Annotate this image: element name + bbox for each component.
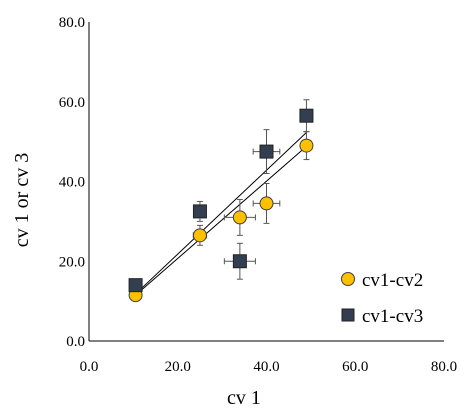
- x-tick-labels: 0.0 20.0 40.0 60.0 80.0: [80, 359, 458, 375]
- data-point-cv1-cv2: [192, 228, 207, 243]
- y-tick-label: 80.0: [59, 15, 85, 31]
- y-tick-label: 40.0: [59, 175, 85, 191]
- y-tick-label: 0.0: [66, 334, 85, 350]
- legend: cv1-cv2 cv1-cv3: [341, 270, 423, 327]
- x-tick-label: 0.0: [80, 359, 99, 375]
- legend-marker-circle: [341, 272, 355, 286]
- data-point-cv1-cv3: [192, 204, 207, 219]
- x-tick-label: 60.0: [342, 359, 368, 375]
- y-tick-labels: 0.0 20.0 40.0 60.0 80.0: [59, 15, 85, 350]
- legend-item-cv1-cv2: cv1-cv2: [341, 270, 423, 291]
- trendline-cv1-cv3: [135, 132, 307, 295]
- legend-marker-square: [341, 308, 355, 322]
- error-bars: [132, 99, 312, 300]
- y-tick-label: 20.0: [59, 254, 85, 270]
- data-points: [128, 108, 314, 303]
- data-point-cv1-cv2: [259, 196, 274, 211]
- trendlines: [135, 132, 307, 296]
- legend-item-cv1-cv3: cv1-cv3: [341, 306, 423, 327]
- y-tick-label: 60.0: [59, 95, 85, 111]
- x-tick-label: 20.0: [165, 359, 191, 375]
- data-point-cv1-cv3: [259, 144, 274, 159]
- legend-label: cv1-cv2: [362, 270, 423, 291]
- data-point-cv1-cv3: [299, 108, 314, 123]
- data-point-cv1-cv3: [232, 254, 247, 269]
- y-axis-title: cv 1 or cv 3: [11, 153, 33, 247]
- x-tick-label: 80.0: [431, 359, 457, 375]
- data-point-cv1-cv2: [232, 210, 247, 225]
- data-point-cv1-cv2: [299, 138, 314, 153]
- trendline-cv1-cv2: [135, 146, 307, 296]
- x-axis-title: cv 1: [227, 387, 261, 409]
- legend-label: cv1-cv3: [362, 306, 423, 327]
- axes: [88, 22, 444, 342]
- x-tick-label: 40.0: [253, 359, 279, 375]
- data-point-cv1-cv3: [128, 278, 143, 293]
